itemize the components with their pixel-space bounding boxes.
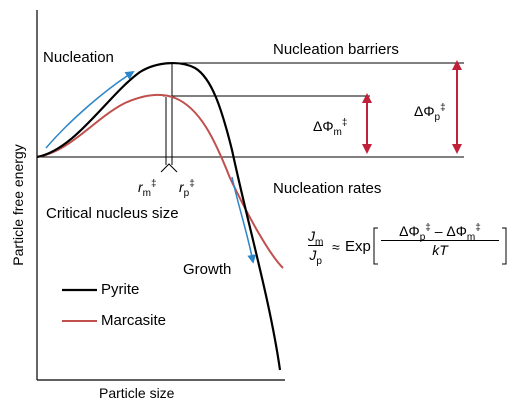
critical-nucleus-size-label: Critical nucleus size	[46, 205, 179, 222]
rate-ratio-fraction: Jm Jp	[308, 228, 324, 267]
exponent-fraction: ΔΦp‡ – ΔΦm‡ kT	[381, 223, 499, 258]
left-bracket	[373, 227, 378, 265]
critical-size-fork	[160, 163, 178, 173]
delta-phi-p-symbol: ΔΦp‡	[414, 102, 446, 123]
legend-pyrite-label: Pyrite	[101, 281, 140, 298]
approx-symbol: ≈	[332, 239, 340, 255]
legend-marcasite-label: Marcasite	[101, 312, 167, 329]
delta-phi-m-symbol: ΔΦm‡	[313, 117, 348, 138]
growth-label: Growth	[183, 261, 232, 278]
right-bracket	[502, 227, 507, 265]
critical-radius-m: rm‡	[138, 178, 157, 199]
nucleation-label: Nucleation	[43, 49, 114, 66]
nucleation-rates-label: Nucleation rates	[273, 180, 382, 197]
y-axis-label: Particle free energy	[10, 144, 26, 266]
growth-arrow	[231, 176, 257, 264]
nucleation-arrow	[45, 71, 135, 149]
pyrite-curve	[36, 62, 282, 371]
nucleation-barriers-label: Nucleation barriers	[273, 41, 399, 58]
exp-function: Exp	[345, 238, 371, 255]
critical-radius-p: rp‡	[179, 178, 195, 199]
marcasite-curve	[36, 93, 284, 269]
x-axis-label: Particle size	[99, 385, 175, 401]
